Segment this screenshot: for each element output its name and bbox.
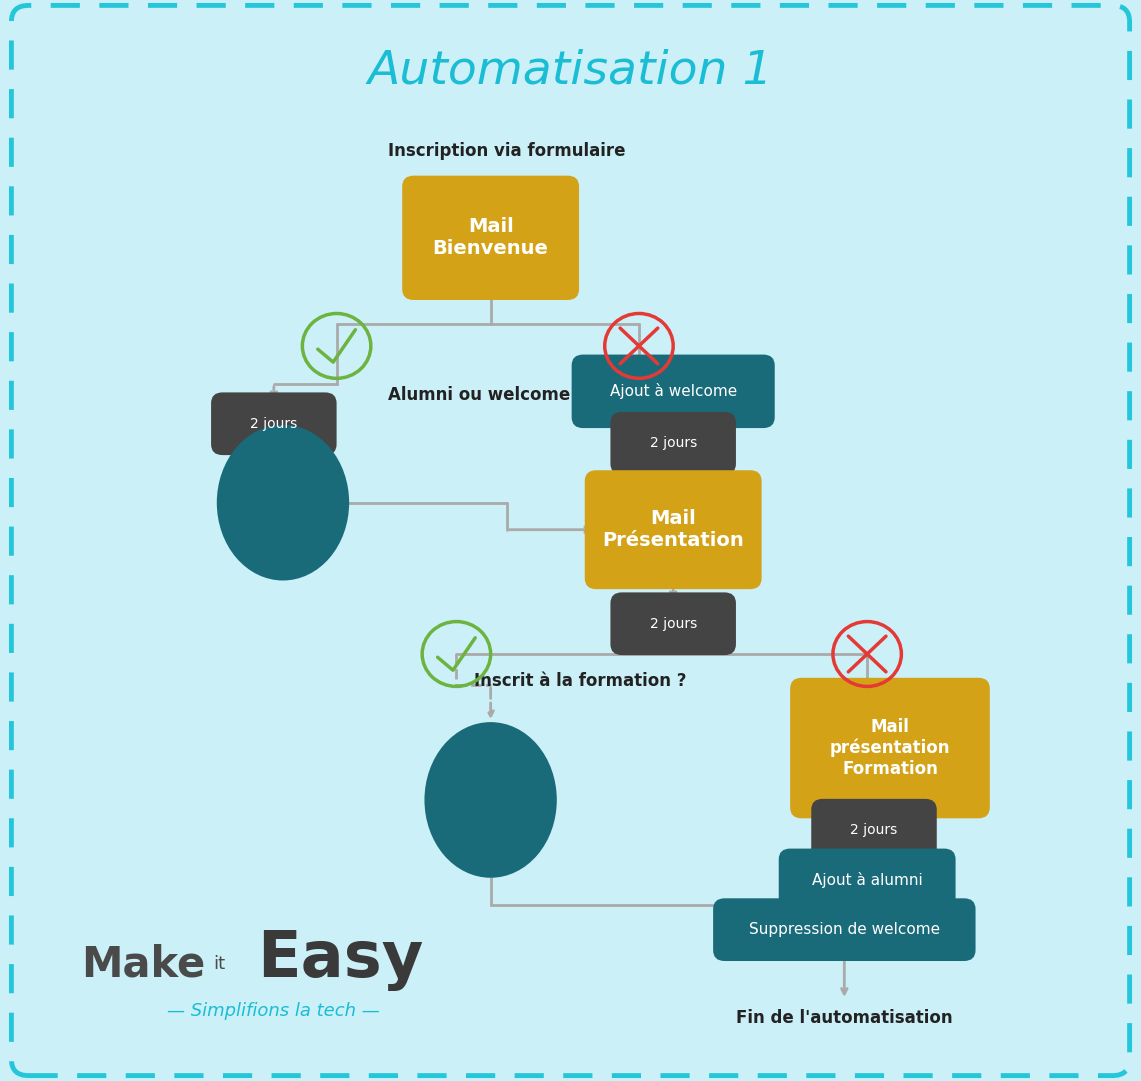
Text: — Simplifions la tech —: — Simplifions la tech — — [168, 1002, 380, 1019]
FancyBboxPatch shape — [402, 175, 578, 299]
Text: Fin de l'automatisation: Fin de l'automatisation — [736, 1010, 953, 1027]
Text: Inscrit à la formation ?: Inscrit à la formation ? — [474, 672, 686, 690]
FancyBboxPatch shape — [610, 412, 736, 475]
Text: Mail
Présentation: Mail Présentation — [602, 509, 744, 550]
Text: Mail
présentation
Formation: Mail présentation Formation — [830, 718, 950, 778]
Ellipse shape — [424, 722, 557, 878]
Text: Ajout à alumni: Ajout à alumni — [811, 872, 923, 888]
FancyBboxPatch shape — [211, 392, 337, 455]
FancyBboxPatch shape — [713, 898, 976, 961]
Text: Ajout à welcome: Ajout à welcome — [609, 384, 737, 399]
Text: Alumni ou welcome: Alumni ou welcome — [388, 386, 570, 403]
Text: Easy: Easy — [257, 929, 423, 991]
FancyBboxPatch shape — [584, 470, 761, 589]
FancyBboxPatch shape — [610, 592, 736, 655]
FancyBboxPatch shape — [790, 678, 989, 818]
Text: Suppression de welcome: Suppression de welcome — [748, 922, 940, 937]
FancyBboxPatch shape — [811, 799, 937, 862]
Text: it: it — [213, 955, 226, 973]
FancyBboxPatch shape — [572, 355, 775, 428]
Text: Make: Make — [81, 944, 205, 985]
FancyBboxPatch shape — [778, 849, 955, 911]
Text: Inscription via formulaire: Inscription via formulaire — [388, 143, 625, 160]
Text: Automatisation 1: Automatisation 1 — [367, 49, 774, 94]
Text: Mail
Bienvenue: Mail Bienvenue — [432, 217, 549, 258]
Text: 2 jours: 2 jours — [850, 824, 898, 837]
Text: 2 jours: 2 jours — [649, 617, 697, 630]
Text: 2 jours: 2 jours — [250, 417, 298, 430]
Ellipse shape — [217, 425, 349, 580]
Text: 2 jours: 2 jours — [649, 437, 697, 450]
